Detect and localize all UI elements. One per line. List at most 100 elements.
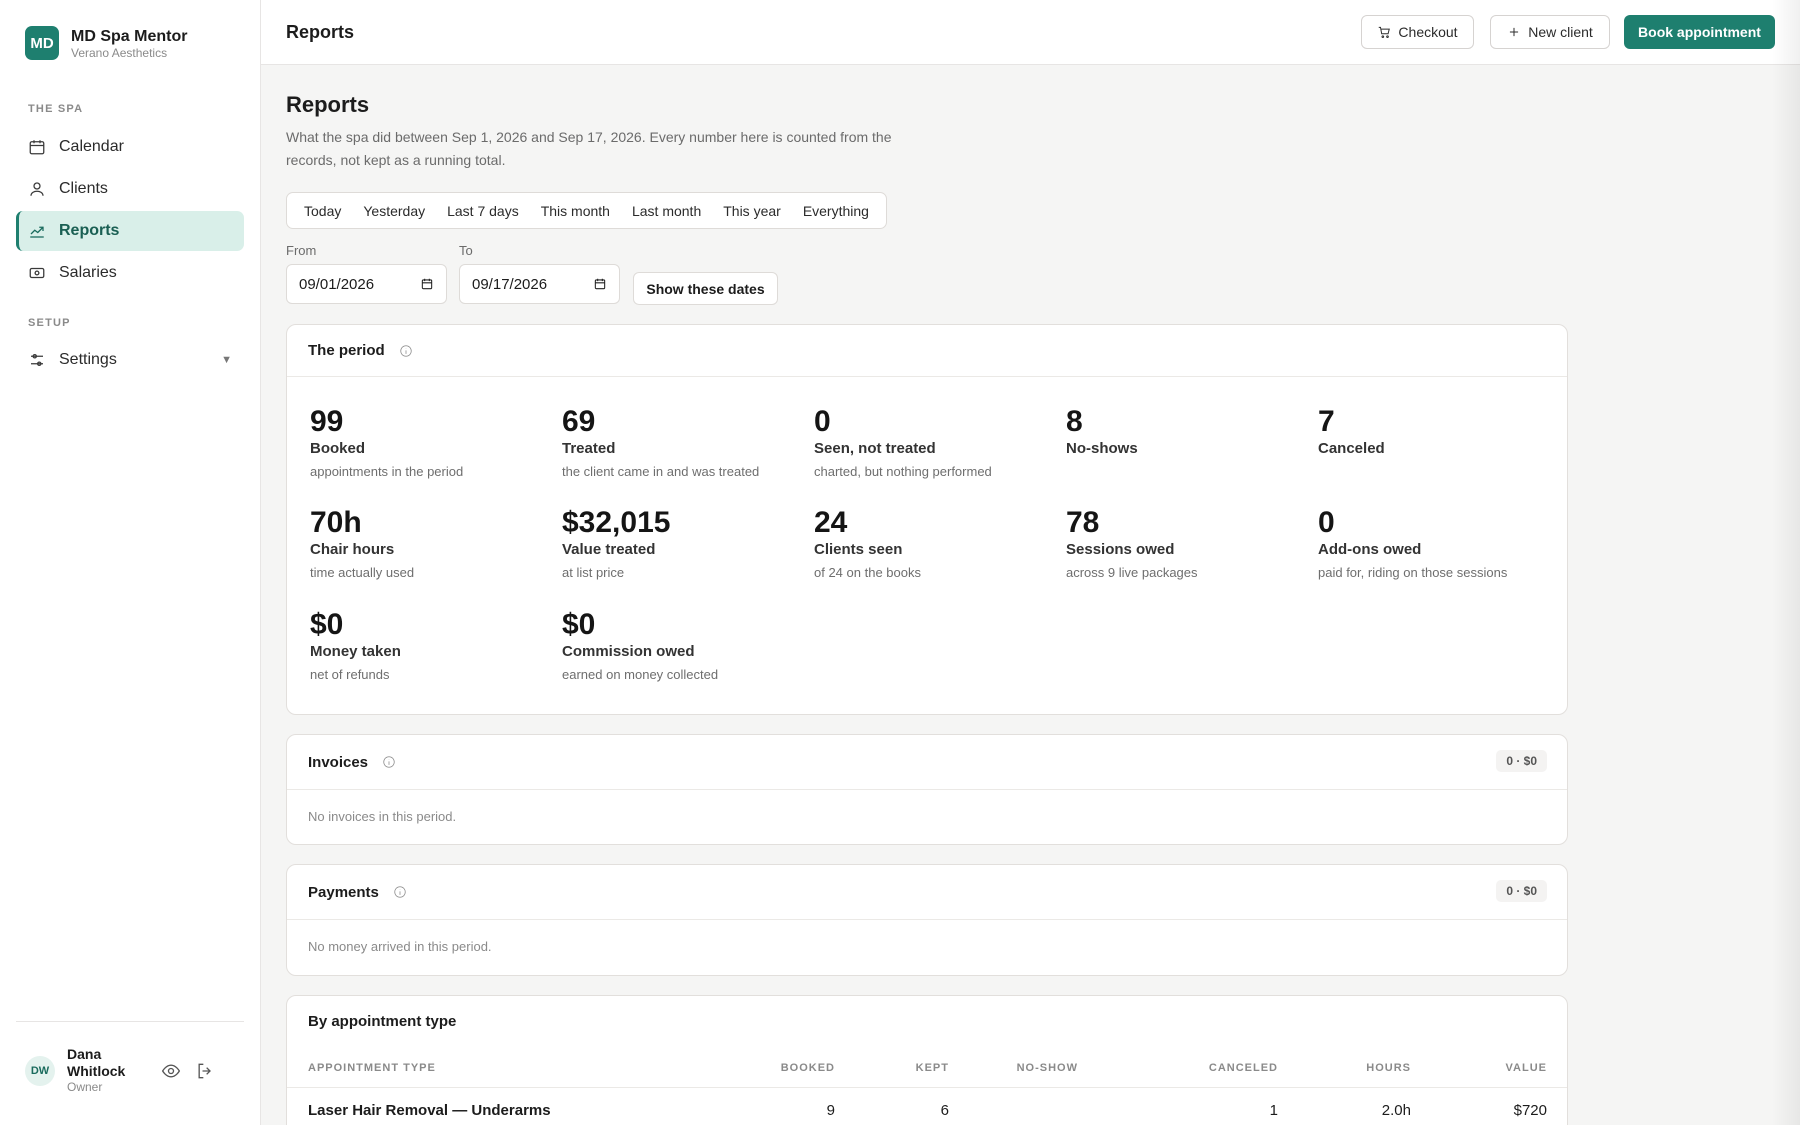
chevron-down-icon: ▼ — [221, 354, 232, 366]
metric-sub: the client came in and was treated — [562, 464, 760, 479]
metric-label: Sessions owed — [1066, 541, 1175, 558]
column-header[interactable]: VALUE — [1505, 1062, 1547, 1074]
sidebar-item-clients[interactable]: Clients — [16, 169, 244, 209]
avatar: DW — [25, 1055, 55, 1086]
metric-treated: 69 Treated the client came in and was tr… — [562, 405, 802, 480]
table-header: APPOINTMENT TYPE BOOKED KEPT NO-SHOW CAN… — [287, 1046, 1567, 1088]
metric-label: Money taken — [310, 643, 401, 660]
metric-sub: of 24 on the books — [814, 565, 921, 580]
sidebar-item-calendar[interactable]: Calendar — [16, 127, 244, 167]
brand-subtitle: Verano Aesthetics — [71, 45, 168, 60]
card-title: Payments — [308, 883, 379, 901]
to-date-value: 09/17/2026 — [472, 275, 548, 293]
range-everything[interactable]: Everything — [802, 202, 869, 219]
metric-label: No-shows — [1066, 440, 1138, 457]
from-label: From — [286, 243, 317, 258]
metric-label: Clients seen — [814, 541, 903, 558]
payments-summary-badge: 0 · $0 — [1496, 880, 1547, 902]
metric-label: Canceled — [1318, 440, 1385, 457]
column-header[interactable]: HOURS — [1366, 1062, 1411, 1074]
metric-value: $0 — [562, 608, 596, 641]
sidebar-item-reports[interactable]: Reports — [16, 211, 244, 251]
metric-sub: net of refunds — [310, 667, 390, 682]
sidebar: MD MD Spa Mentor Verano Aesthetics THE S… — [0, 0, 261, 1125]
metric-label: Treated — [562, 440, 616, 457]
metric-value: 99 — [310, 405, 344, 438]
show-dates-button[interactable]: Show these dates — [633, 272, 778, 305]
book-appointment-button[interactable]: Book appointment — [1624, 15, 1775, 49]
topbar: Reports Checkout New client Book appoint… — [261, 0, 1800, 65]
date-range-tabs: Today Yesterday Last 7 days This month L… — [286, 192, 887, 229]
invoices-card: Invoices 0 · $0 No invoices in this peri… — [286, 734, 1568, 845]
eye-icon[interactable] — [161, 1061, 181, 1081]
cash-icon — [29, 267, 45, 279]
metric-money-taken: $0 Money taken net of refunds — [310, 608, 550, 683]
metric-clients-seen: 24 Clients seen of 24 on the books — [814, 506, 1054, 581]
metric-value: 7 — [1318, 405, 1335, 438]
range-this-year[interactable]: This year — [723, 202, 781, 219]
from-date-input[interactable]: 09/01/2026 — [286, 264, 447, 304]
sidebar-item-label: Calendar — [59, 138, 124, 155]
calendar-icon[interactable] — [420, 277, 434, 291]
payments-card: Payments 0 · $0 No money arrived in this… — [286, 864, 1568, 976]
calendar-icon — [29, 140, 45, 155]
metric-add-ons-owed: 0 Add-ons owed paid for, riding on those… — [1318, 506, 1558, 581]
metric-sub: across 9 live packages — [1066, 565, 1198, 580]
metric-label: Value treated — [562, 541, 656, 558]
info-icon[interactable] — [399, 344, 413, 358]
range-today[interactable]: Today — [304, 202, 342, 219]
new-client-button[interactable]: New client — [1490, 15, 1610, 49]
metric-value: 78 — [1066, 506, 1100, 539]
range-last-month[interactable]: Last month — [631, 202, 702, 219]
page-description: What the spa did between Sep 1, 2026 and… — [286, 129, 892, 168]
empty-state: No invoices in this period. — [308, 809, 457, 824]
from-date-value: 09/01/2026 — [299, 275, 375, 293]
column-header[interactable]: NO-SHOW — [1016, 1062, 1078, 1074]
range-this-month[interactable]: This month — [540, 202, 610, 219]
scroll-edge-shadow — [1772, 0, 1800, 1125]
column-header[interactable]: KEPT — [915, 1062, 949, 1074]
logout-icon[interactable] — [195, 1061, 215, 1081]
info-icon[interactable] — [382, 755, 396, 769]
metric-no-shows: 8 No-shows — [1066, 405, 1306, 464]
metric-sub: appointments in the period — [310, 464, 464, 479]
metric-value: 69 — [562, 405, 596, 438]
page-title: Reports — [286, 92, 370, 117]
sidebar-item-settings[interactable]: Settings ▼ — [16, 340, 244, 380]
cell-value: $720 — [1513, 1102, 1547, 1119]
metric-value-treated: $32,015 Value treated at list price — [562, 506, 802, 581]
metric-value: $0 — [310, 608, 344, 641]
to-date-input[interactable]: 09/17/2026 — [459, 264, 620, 304]
metric-seen-not-treated: 0 Seen, not treated charted, but nothing… — [814, 405, 1054, 480]
new-client-label: New client — [1528, 24, 1593, 40]
brand[interactable]: MD MD Spa Mentor Verano Aesthetics — [25, 26, 187, 60]
column-header[interactable]: CANCELED — [1208, 1062, 1278, 1074]
user-name: Dana Whitlock — [67, 1046, 126, 1079]
cell-kept: 6 — [940, 1102, 949, 1119]
checkout-label: Checkout — [1398, 24, 1458, 40]
empty-state: No money arrived in this period. — [308, 939, 492, 954]
checkout-button[interactable]: Checkout — [1361, 15, 1474, 49]
metric-value: 8 — [1066, 405, 1083, 438]
info-icon[interactable] — [393, 885, 407, 899]
calendar-icon[interactable] — [593, 277, 607, 291]
metric-chair-hours: 70h Chair hours time actually used — [310, 506, 550, 581]
metric-label: Chair hours — [310, 541, 395, 558]
range-yesterday[interactable]: Yesterday — [363, 202, 426, 219]
metric-booked: 99 Booked appointments in the period — [310, 405, 550, 480]
range-last-7-days[interactable]: Last 7 days — [447, 202, 519, 219]
sidebar-item-salaries[interactable]: Salaries — [16, 253, 244, 293]
nav-section-setup: SETUP — [28, 317, 71, 329]
card-title: The period — [308, 342, 385, 359]
metric-value: 70h — [310, 506, 362, 539]
period-card: The period 99 Booked appointments in the… — [286, 324, 1568, 715]
metric-commission-owed: $0 Commission owed earned on money colle… — [562, 608, 802, 683]
cell-type: Laser Hair Removal — Underarms — [308, 1102, 551, 1119]
metric-sub: at list price — [562, 565, 625, 580]
column-header[interactable]: BOOKED — [780, 1062, 835, 1074]
to-label: To — [459, 243, 473, 258]
sidebar-item-label: Clients — [59, 180, 108, 197]
column-header[interactable]: APPOINTMENT TYPE — [308, 1062, 436, 1074]
metric-label: Booked — [310, 440, 366, 457]
card-title: Invoices — [308, 753, 369, 771]
